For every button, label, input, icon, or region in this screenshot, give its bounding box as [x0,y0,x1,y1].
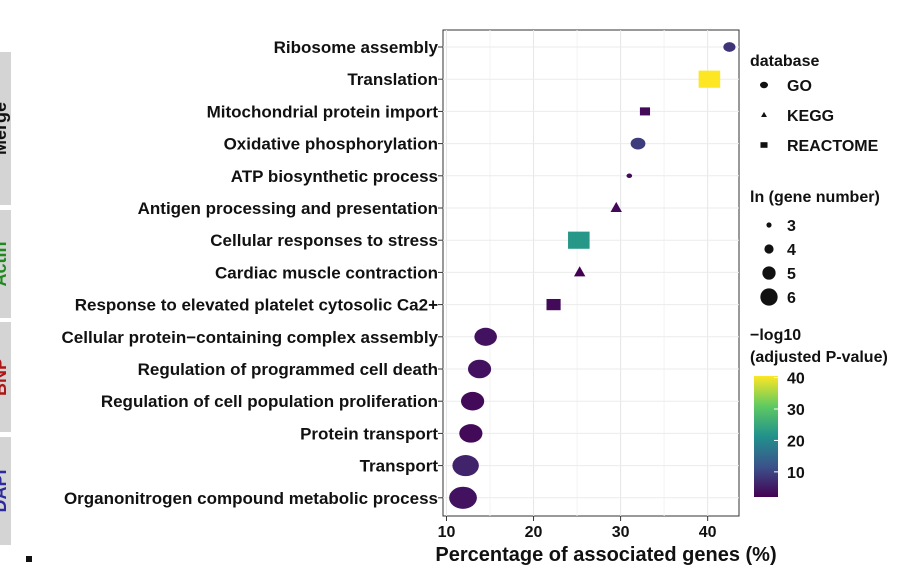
database-legend: database GO KEGG REACTOME [750,53,879,155]
size-legend-label: 6 [787,290,796,307]
data-point [698,70,721,88]
x-tick-label: 10 [438,524,456,541]
size-legend-symbol [766,222,772,228]
side-strip [0,210,11,318]
plot-panel [442,29,740,517]
y-tick-label: Ribosome assembly [274,38,439,57]
data-point [610,201,622,212]
data-point [639,107,651,116]
data-point [723,42,736,52]
y-tick-label: Protein transport [300,424,438,443]
y-axis: Ribosome assembly Translation Mitochondria… [62,38,443,508]
data-point [573,266,586,277]
color-legend-title-line2: (adjusted P-value) [750,349,888,366]
x-axis-title: Percentage of associated genes (%) [435,544,776,565]
database-legend-symbol [761,111,767,118]
data-point [467,359,492,379]
size-legend: ln (gene number) 3 4 5 6 [750,189,880,307]
colorbar-tick-label: 20 [787,433,805,450]
size-legend-symbol [760,288,778,306]
side-strip [0,322,11,432]
size-legend-symbol [764,244,774,254]
side-strip-label: Actin [0,242,10,287]
x-tick-label: 20 [525,524,543,541]
database-legend-symbol [760,81,768,89]
y-tick-label: Translation [347,70,438,89]
data-point [452,455,479,477]
database-legend-label: REACTOME [787,138,879,155]
data-point [449,486,477,509]
size-legend-label: 4 [787,242,796,259]
size-legend-symbol [762,266,776,280]
y-tick-label: Cellular responses to stress [210,231,438,250]
size-legend-label: 3 [787,218,796,235]
side-strip-label: Merge [0,102,10,155]
side-strip [0,437,11,545]
data-point [568,231,590,249]
side-panel-strips: Merge Actin BNP DAPI [0,52,11,545]
data-point [626,173,633,179]
colorbar [754,376,778,497]
side-strip-label: BNP [0,358,10,396]
y-tick-label: Transport [360,457,439,476]
colorbar-tick-label: 40 [787,371,805,388]
y-tick-label: Organonitrogen compound metabolic proces… [64,489,438,508]
data-points [449,42,736,509]
colorbar-tick-label: 30 [787,402,805,419]
size-legend-label: 5 [787,266,796,283]
stray-mark [26,556,32,562]
y-tick-label: Cardiac muscle contraction [215,263,438,282]
y-tick-label: Response to elevated platelet cytosolic … [75,296,438,315]
y-tick-label: Antigen processing and presentation [138,199,438,218]
database-legend-label: KEGG [787,108,834,125]
y-tick-label: Oxidative phosphorylation [224,135,438,154]
size-legend-title: ln (gene number) [750,189,880,206]
x-tick-label: 30 [612,524,630,541]
side-strip-label: DAPI [0,469,10,512]
color-legend-title-line1: −log10 [750,327,801,344]
y-tick-label: Regulation of cell population proliferat… [101,392,438,411]
x-axis: 10 20 30 40 [438,516,717,541]
database-legend-symbol [760,142,768,148]
y-tick-label: ATP biosynthetic process [231,167,438,186]
side-strip [0,52,11,205]
data-point [474,327,497,346]
color-legend: −log10 (adjusted P-value) 40 30 20 10 [750,327,888,497]
database-legend-label: GO [787,78,812,95]
data-point [459,424,483,443]
y-tick-label: Regulation of programmed cell death [138,360,438,379]
colorbar-tick-label: 10 [787,465,805,482]
data-point [461,391,485,411]
data-point [546,298,561,311]
x-tick-label: 40 [699,524,717,541]
y-tick-label: Mitochondrial protein import [207,102,439,121]
data-point [630,137,646,150]
database-legend-title: database [750,53,819,70]
y-tick-label: Cellular protein−containing complex asse… [62,328,439,347]
